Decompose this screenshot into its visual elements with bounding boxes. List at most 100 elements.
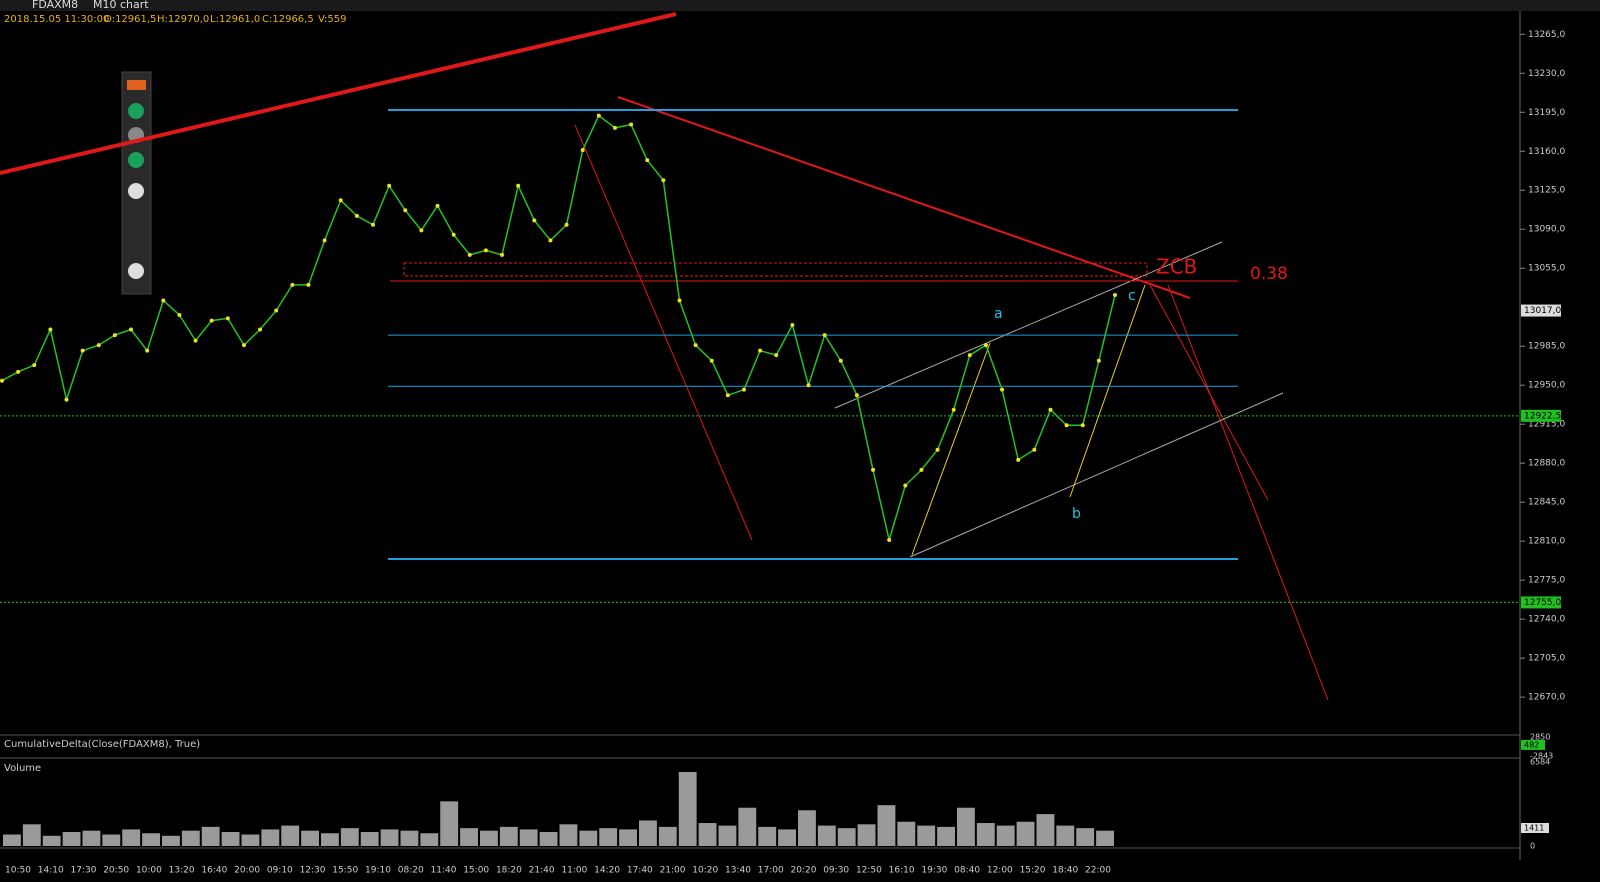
x-tick-label: 10:00 <box>136 866 162 876</box>
panel-title: CumulativeDelta(Close(FDAXM8), True) <box>4 739 200 750</box>
price-point <box>16 369 21 374</box>
volume-bar <box>340 828 359 846</box>
price-point <box>645 158 650 163</box>
price-point <box>790 323 795 328</box>
volume-bar <box>241 834 260 846</box>
price-point <box>177 313 182 318</box>
volume-bar <box>1076 828 1095 846</box>
price-point <box>290 282 295 287</box>
x-tick-label: 12:30 <box>300 866 326 876</box>
volume-bar <box>658 826 677 846</box>
volume-bar <box>798 810 816 846</box>
volume-tag-label: 1411 <box>1524 823 1544 832</box>
annotation: b <box>1072 506 1081 522</box>
volume-bar <box>937 826 955 846</box>
volume-bar <box>480 830 498 846</box>
info-open: O:12961,5 <box>104 14 156 25</box>
price-point <box>806 383 811 388</box>
x-tick-label: 11:40 <box>430 866 456 876</box>
volume-bar <box>3 834 21 846</box>
volume-bar <box>778 829 796 846</box>
x-tick-label: 10:20 <box>692 866 718 876</box>
volume-bar <box>1096 830 1114 846</box>
volume-bar <box>82 830 101 846</box>
volume-bar <box>519 829 538 846</box>
volume-bar <box>957 807 975 846</box>
pen-button[interactable] <box>128 263 144 279</box>
x-tick-label: 22:00 <box>1085 866 1111 876</box>
x-tick-label: 21:00 <box>660 866 686 876</box>
price-point <box>338 198 343 203</box>
spacer <box>1480 700 1481 701</box>
price-point <box>677 298 682 303</box>
volume-bar <box>499 826 518 846</box>
symbol[interactable]: FDAXM8 <box>32 0 78 11</box>
delta-tag-label: 482 <box>1524 740 1539 749</box>
price-point <box>241 343 246 348</box>
toolbar <box>0 0 1600 11</box>
info-low: L:12961,0 <box>210 14 260 25</box>
y-tick-label: 13125,0 <box>1528 186 1565 196</box>
trend-line <box>617 96 1191 299</box>
volume-bar <box>539 831 558 846</box>
wave-arrow <box>911 342 991 556</box>
price-point <box>661 178 666 183</box>
price-point <box>903 483 908 488</box>
trend-line <box>0 12 677 175</box>
volume-bar <box>599 828 618 846</box>
volume-bar <box>1016 821 1035 846</box>
volume-bar <box>181 830 200 846</box>
price-point <box>1000 387 1005 392</box>
back-button[interactable] <box>127 80 146 90</box>
x-tick-label: 08:20 <box>398 866 424 876</box>
volume-bar <box>400 830 419 846</box>
price-point <box>451 232 456 237</box>
x-tick-label: 12:00 <box>987 866 1013 876</box>
y-tick-label: 12950,0 <box>1528 381 1565 391</box>
price-point <box>1048 407 1053 412</box>
channel-line <box>834 241 1223 409</box>
y-tick-label: 12775,0 <box>1528 576 1565 586</box>
volume-bar <box>440 801 459 846</box>
x-tick-label: 18:20 <box>496 866 522 876</box>
x-tick-label: 09:30 <box>823 866 849 876</box>
info-high: H:12970,0 <box>157 14 209 25</box>
price-point <box>48 327 53 332</box>
volume-bar <box>817 825 836 846</box>
price-point <box>693 343 698 348</box>
pause-button[interactable] <box>128 183 144 199</box>
price-point <box>629 122 634 127</box>
price-point <box>306 282 311 287</box>
x-tick-label: 19:10 <box>365 866 391 876</box>
price-point <box>193 338 198 343</box>
annotation: c <box>1128 288 1136 304</box>
mic-button[interactable] <box>128 103 144 119</box>
marker-tag <box>1521 409 1561 422</box>
price-point <box>1113 292 1117 297</box>
y-tick-label: -2843 <box>1530 752 1553 761</box>
volume-bar <box>718 825 737 846</box>
volume-bar <box>261 829 280 846</box>
volume-bar <box>62 831 81 846</box>
volume-bar <box>102 834 121 846</box>
price-point <box>258 327 263 332</box>
price-point <box>742 387 746 392</box>
price-point <box>145 348 150 353</box>
y-tick-label: 13160,0 <box>1528 147 1565 157</box>
price-point <box>419 228 424 233</box>
volume-bar <box>380 829 399 846</box>
price-point <box>80 348 85 353</box>
screen-button[interactable] <box>128 152 144 168</box>
y-tick-label: 13265,0 <box>1528 30 1565 40</box>
volume-bar <box>22 824 41 846</box>
volume-bar <box>837 828 856 846</box>
price-point <box>64 397 69 402</box>
marker-label: 12922,5 <box>1524 411 1561 421</box>
x-tick-label: 16:40 <box>201 866 227 876</box>
volume-bar <box>1036 814 1055 846</box>
price-point <box>483 248 488 253</box>
x-tick-label: 09:10 <box>267 866 293 876</box>
price-point <box>725 393 730 398</box>
x-tick-label: 13:20 <box>169 866 195 876</box>
chart-name[interactable]: M10 chart <box>93 0 149 11</box>
